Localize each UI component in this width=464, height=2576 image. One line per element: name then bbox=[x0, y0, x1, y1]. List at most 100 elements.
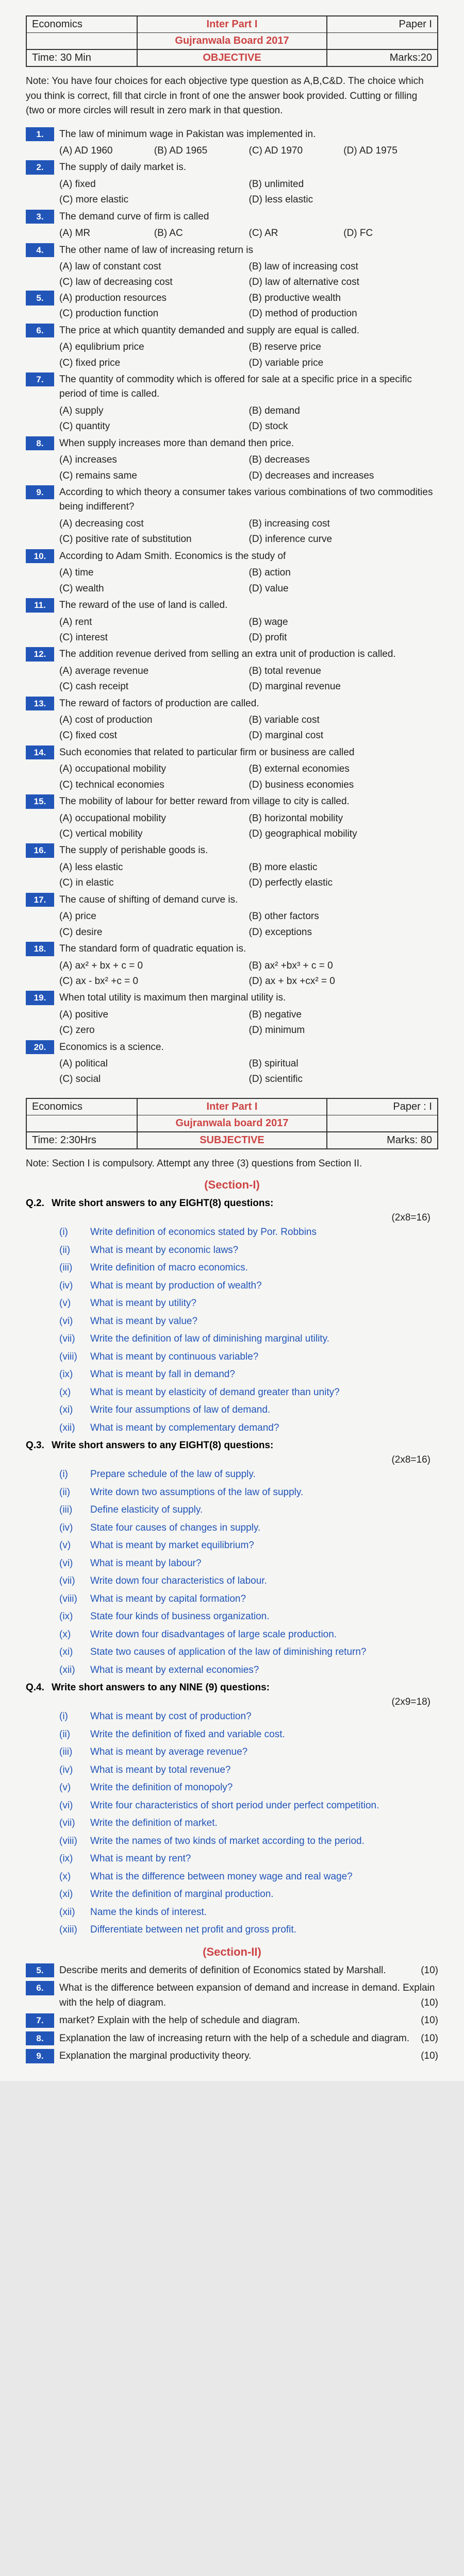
question-number: 9. bbox=[26, 485, 54, 500]
mcq-question: 20.Economics is a science. bbox=[26, 1039, 438, 1057]
sub-text: Write four assumptions of law of demand. bbox=[90, 1403, 438, 1418]
mcq-options: (A) positive(B) negative(C) zero(D) mini… bbox=[26, 1007, 438, 1039]
mcq-option: (A) political bbox=[59, 1056, 249, 1072]
question-text: According to Adam Smith. Economics is th… bbox=[59, 549, 438, 564]
time: Time: 2:30Hrs bbox=[26, 1132, 137, 1149]
question-marks: (10) bbox=[421, 2013, 438, 2028]
question-text: market? Explain with the help of schedul… bbox=[59, 2013, 438, 2028]
short-question: (x)What is the difference between money … bbox=[26, 1868, 438, 1886]
subject: Economics bbox=[26, 16, 137, 33]
mcq-option: (C) fixed price bbox=[59, 355, 249, 371]
mcq-question: 16.The supply of perishable goods is. bbox=[26, 842, 438, 860]
short-question: (vi)Write four characteristics of short … bbox=[26, 1797, 438, 1815]
question-marks: (10) bbox=[421, 1996, 438, 2011]
mcq-options: (A) decreasing cost(B) increasing cost(C… bbox=[26, 516, 438, 548]
question-number: 13. bbox=[26, 697, 54, 711]
mcq-question: 15.The mobility of labour for better rew… bbox=[26, 793, 438, 811]
sub-number: (x) bbox=[59, 1385, 90, 1400]
question-text: Such economies that related to particula… bbox=[59, 745, 438, 760]
question-text: The cause of shifting of demand curve is… bbox=[59, 893, 438, 908]
sub-text: State four causes of changes in supply. bbox=[90, 1521, 438, 1536]
question-text: The standard form of quadratic equation … bbox=[59, 942, 438, 957]
short-question: (iii)Define elasticity of supply. bbox=[26, 1501, 438, 1519]
sub-number: (x) bbox=[59, 1870, 90, 1885]
mcq-option: (C) wealth bbox=[59, 581, 249, 597]
question-marks: (10) bbox=[421, 1963, 438, 1978]
sub-text: Write the names of two kinds of market a… bbox=[90, 1834, 438, 1849]
mcq-option: (D) geographical mobility bbox=[249, 826, 439, 842]
question-number: 7. bbox=[26, 2013, 54, 2028]
paper-label: Paper : I bbox=[327, 1098, 438, 1115]
subjective-header: Economics Inter Part I Paper : I Gujranw… bbox=[26, 1098, 438, 1149]
mcq-option: (B) unlimited bbox=[249, 177, 439, 192]
mcq-question: 6. The price at which quantity demanded a… bbox=[26, 322, 438, 340]
question-number: 5. bbox=[26, 291, 54, 306]
mcq-option: (D) business economies bbox=[249, 777, 439, 793]
question-number: 16. bbox=[26, 843, 54, 858]
mcq-option: (B) spiritual bbox=[249, 1056, 439, 1072]
board-year: Gujranwala board 2017 bbox=[137, 1115, 327, 1132]
question-text: The other name of law of increasing retu… bbox=[59, 243, 438, 258]
mcq-option: (C) remains same bbox=[59, 468, 249, 484]
sub-text: What is meant by production of wealth? bbox=[90, 1279, 438, 1294]
question-text: The demand curve of firm is called bbox=[59, 210, 438, 225]
sub-number: (ii) bbox=[59, 1727, 90, 1742]
sub-number: (iii) bbox=[59, 1503, 90, 1518]
mcq-option: (C) production function bbox=[59, 306, 249, 321]
question-number: 18. bbox=[26, 942, 54, 956]
mcq-options: (A) MR(B) AC(C) AR(D) FC bbox=[26, 226, 438, 241]
mcq-option: (A) positive bbox=[59, 1007, 249, 1023]
mcq-option: (C) law of decreasing cost bbox=[59, 275, 249, 290]
sub-number: (iv) bbox=[59, 1763, 90, 1778]
question-text: When total utility is maximum then margi… bbox=[59, 991, 438, 1006]
sub-number: (iii) bbox=[59, 1745, 90, 1760]
mcq-option: (C) cash receipt bbox=[59, 679, 249, 694]
short-question: (viii)What is meant by capital formation… bbox=[26, 1590, 438, 1608]
short-question: (ii)Write the definition of fixed and va… bbox=[26, 1726, 438, 1744]
mcq-option: (B) horizontal mobility bbox=[249, 811, 439, 826]
short-question: (ii)Write down two assumptions of the la… bbox=[26, 1484, 438, 1502]
sub-text: What is meant by labour? bbox=[90, 1556, 438, 1571]
mcq-option: (B) reserve price bbox=[249, 340, 439, 355]
sub-text: Name the kinds of interest. bbox=[90, 1905, 438, 1920]
mcq-options: (A) occupational mobility(B) horizontal … bbox=[26, 811, 438, 842]
short-question: (i)Write definition of economics stated … bbox=[26, 1224, 438, 1242]
sub-text: Write the definition of marginal product… bbox=[90, 1887, 438, 1902]
mcq-option: (A) AD 1960 bbox=[59, 143, 154, 159]
mcq-option: (B) external economies bbox=[249, 761, 439, 777]
q2-marks: (2x8=16) bbox=[26, 1212, 438, 1224]
mcq-question: 1.The law of minimum wage in Pakistan wa… bbox=[26, 126, 438, 144]
mcq-option: (C) technical economies bbox=[59, 777, 249, 793]
short-question: (v)Write the definition of monopoly? bbox=[26, 1779, 438, 1797]
mcq-option: (B) law of increasing cost bbox=[249, 259, 439, 275]
mcq-question: 17.The cause of shifting of demand curve… bbox=[26, 891, 438, 909]
sub-text: What is meant by capital formation? bbox=[90, 1592, 438, 1607]
board-year: Gujranwala Board 2017 bbox=[137, 33, 327, 49]
question-marks: (10) bbox=[421, 2049, 438, 2064]
question-text: The reward of the use of land is called. bbox=[59, 598, 438, 613]
question-text: The quantity of commodity which is offer… bbox=[59, 372, 438, 402]
mcq-option: (B) action bbox=[249, 565, 439, 581]
mcq-option: (A) average revenue bbox=[59, 664, 249, 679]
sub-number: (xii) bbox=[59, 1421, 90, 1436]
question-marks: (10) bbox=[421, 2031, 438, 2046]
short-question: (i)Prepare schedule of the law of supply… bbox=[26, 1466, 438, 1484]
q2-list: (i)Write definition of economics stated … bbox=[26, 1224, 438, 1437]
mcq-question: 18. The standard form of quadratic equati… bbox=[26, 940, 438, 958]
mcq-option: (D) perfectly elastic bbox=[249, 875, 439, 891]
sub-text: Write definition of macro economics. bbox=[90, 1261, 438, 1276]
question-number: 6. bbox=[26, 324, 54, 338]
mcq-option: (C) AR bbox=[249, 226, 344, 241]
question-number: 6. bbox=[26, 1981, 54, 1995]
sub-number: (xii) bbox=[59, 1905, 90, 1920]
mcq-option: (C) fixed cost bbox=[59, 728, 249, 743]
mcq-question: 14.Such economies that related to partic… bbox=[26, 744, 438, 762]
mcq-option: (A) fixed bbox=[59, 177, 249, 192]
short-question: (iv)What is meant by production of wealt… bbox=[26, 1277, 438, 1295]
mcq-option: (C) AD 1970 bbox=[249, 143, 344, 159]
mcq-options: 5.(A) production resources(B) productive… bbox=[26, 291, 438, 322]
sub-text: Write four characteristics of short peri… bbox=[90, 1799, 438, 1814]
sub-text: Write the definition of fixed and variab… bbox=[90, 1727, 438, 1742]
mcq-question: 2.The supply of daily market is. bbox=[26, 159, 438, 177]
question-text: The price at which quantity demanded and… bbox=[59, 324, 438, 338]
